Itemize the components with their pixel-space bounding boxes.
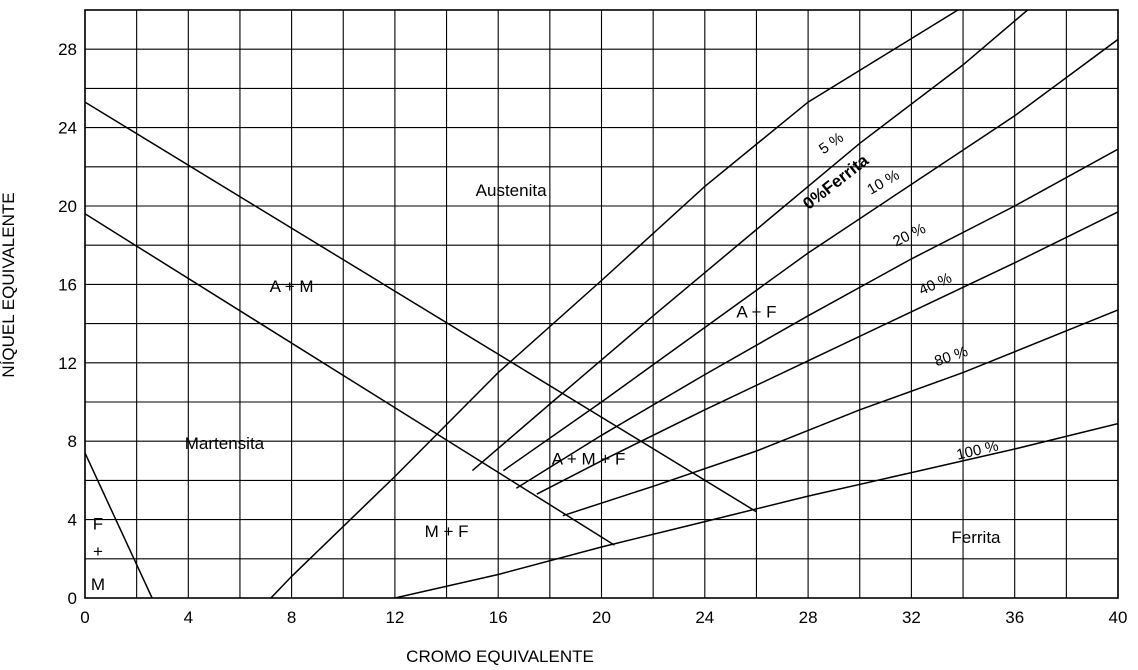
x-tick-label: 20 <box>592 608 611 627</box>
y-tick-label: 8 <box>68 432 77 451</box>
x-axis-title: CROMO EQUIVALENTE <box>406 647 594 666</box>
x-tick-label: 12 <box>385 608 404 627</box>
region-label: A + M <box>270 277 314 296</box>
y-axis-title: NÍQUEL EQUIVALENTE <box>0 192 18 377</box>
y-tick-label: 16 <box>58 275 77 294</box>
region-label: Ferrita <box>951 528 1001 547</box>
x-tick-label: 36 <box>1005 608 1024 627</box>
region-label: F <box>93 514 103 533</box>
plot-frame <box>84 9 1119 599</box>
x-tick-label: 4 <box>184 608 193 627</box>
y-tick-label: 20 <box>58 197 77 216</box>
y-tick-label: 24 <box>58 119 77 138</box>
region-label: Martensita <box>185 434 265 453</box>
region-label: Austenita <box>476 181 547 200</box>
grid <box>84 9 1119 599</box>
curve-label-1: 5 % <box>816 129 847 158</box>
region-label: A + M + F <box>552 450 626 469</box>
tick-labels: 0 4 8 12 16 20 24 28 32 36 40 0 4 8 12 16 20 24 28 <box>58 40 1127 627</box>
curve-label-5: 80 % <box>932 343 970 370</box>
series-line-8 <box>85 101 757 513</box>
region-label: M <box>91 575 105 594</box>
x-tick-label: 16 <box>489 608 508 627</box>
x-tick-label: 32 <box>902 608 921 627</box>
region-label: A + F <box>736 303 776 322</box>
y-tick-label: 28 <box>58 40 77 59</box>
series-line-3 <box>515 148 1118 489</box>
series-line-7 <box>85 213 615 546</box>
x-tick-label: 40 <box>1109 608 1128 627</box>
x-tick-label: 28 <box>799 608 818 627</box>
x-tick-label: 24 <box>695 608 714 627</box>
series-line-5 <box>562 309 1118 517</box>
series-lines <box>85 10 1118 598</box>
series-line-0 <box>270 10 959 598</box>
series-line-2 <box>502 38 1118 472</box>
curve-label-3: 20 % <box>890 220 928 250</box>
series-line-6 <box>394 422 1118 598</box>
series-line-1 <box>471 10 1029 472</box>
series-line-9 <box>85 452 153 598</box>
region-label: + <box>93 542 103 561</box>
x-tick-label: 8 <box>287 608 296 627</box>
curve-label-0: 0%Ferrita <box>799 150 872 213</box>
y-tick-label: 0 <box>68 589 77 608</box>
series-line-4 <box>536 211 1118 495</box>
y-tick-label: 12 <box>58 354 77 373</box>
region-labels: Austenita A + M Martensita A + F A + M + F M … <box>91 181 1001 594</box>
x-tick-label: 0 <box>80 608 89 627</box>
region-label: M + F <box>425 522 469 541</box>
y-tick-label: 4 <box>68 511 77 530</box>
